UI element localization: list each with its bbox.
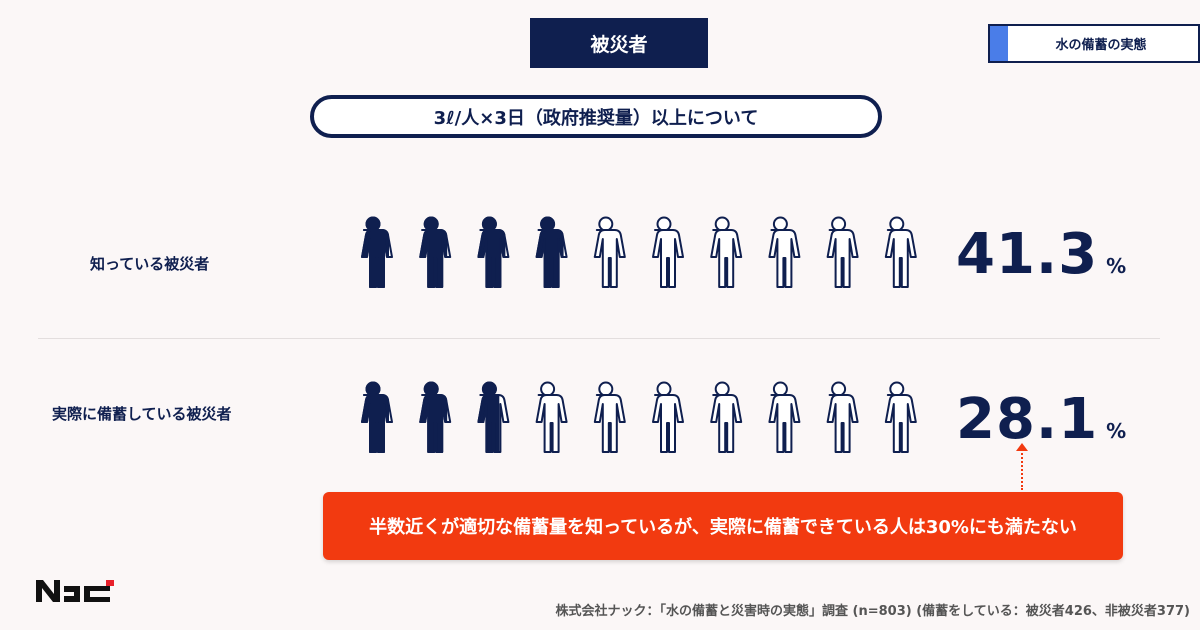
person-icon xyxy=(768,381,801,453)
person-icon xyxy=(652,216,684,288)
person-icon xyxy=(419,381,452,453)
percent-value: 41.3 xyxy=(956,222,1099,287)
divider xyxy=(38,338,1160,339)
tag-stripe xyxy=(990,26,1008,61)
page-title: 被災者 xyxy=(530,18,708,68)
callout-box: 半数近くが適切な備蓄量を知っているが、実際に備蓄できている人は30%にも満たない xyxy=(323,492,1123,560)
person-icon xyxy=(768,216,801,288)
person-icon xyxy=(826,216,859,288)
person-icon xyxy=(652,381,684,453)
person-icon xyxy=(826,381,859,453)
person-icon xyxy=(884,216,917,288)
person-icon xyxy=(477,381,510,453)
percent-unit: % xyxy=(1106,419,1128,443)
row-label-stock: 実際に備蓄している被災者 xyxy=(52,405,232,423)
person-icon xyxy=(361,381,393,453)
subtitle-pill: 3ℓ/人×3日（政府推奨量）以上について xyxy=(310,95,882,138)
percent-unit: % xyxy=(1106,254,1128,278)
person-icon xyxy=(593,216,626,288)
dotted-arrow xyxy=(1021,446,1023,490)
person-icon xyxy=(535,381,568,453)
percent-stock: 28.1% xyxy=(956,387,1127,452)
percent-value: 28.1 xyxy=(956,387,1099,452)
person-icon xyxy=(710,381,743,453)
nac-logo xyxy=(36,580,114,602)
person-icon xyxy=(361,216,393,288)
person-icon xyxy=(593,381,626,453)
person-icon xyxy=(884,381,917,453)
section-tag: 水の備蓄の実態 xyxy=(988,24,1200,63)
row-label-know: 知っている被災者 xyxy=(90,255,210,273)
tag-label: 水の備蓄の実態 xyxy=(1055,38,1147,53)
person-icon xyxy=(477,216,510,288)
person-icon xyxy=(535,216,568,288)
person-icon xyxy=(710,216,743,288)
source-note: 株式会社ナック：「水の備蓄と災害時の実態」調査 (n=803) (備蓄をしている… xyxy=(555,604,1190,619)
person-icon xyxy=(419,216,452,288)
percent-know: 41.3% xyxy=(956,222,1127,287)
